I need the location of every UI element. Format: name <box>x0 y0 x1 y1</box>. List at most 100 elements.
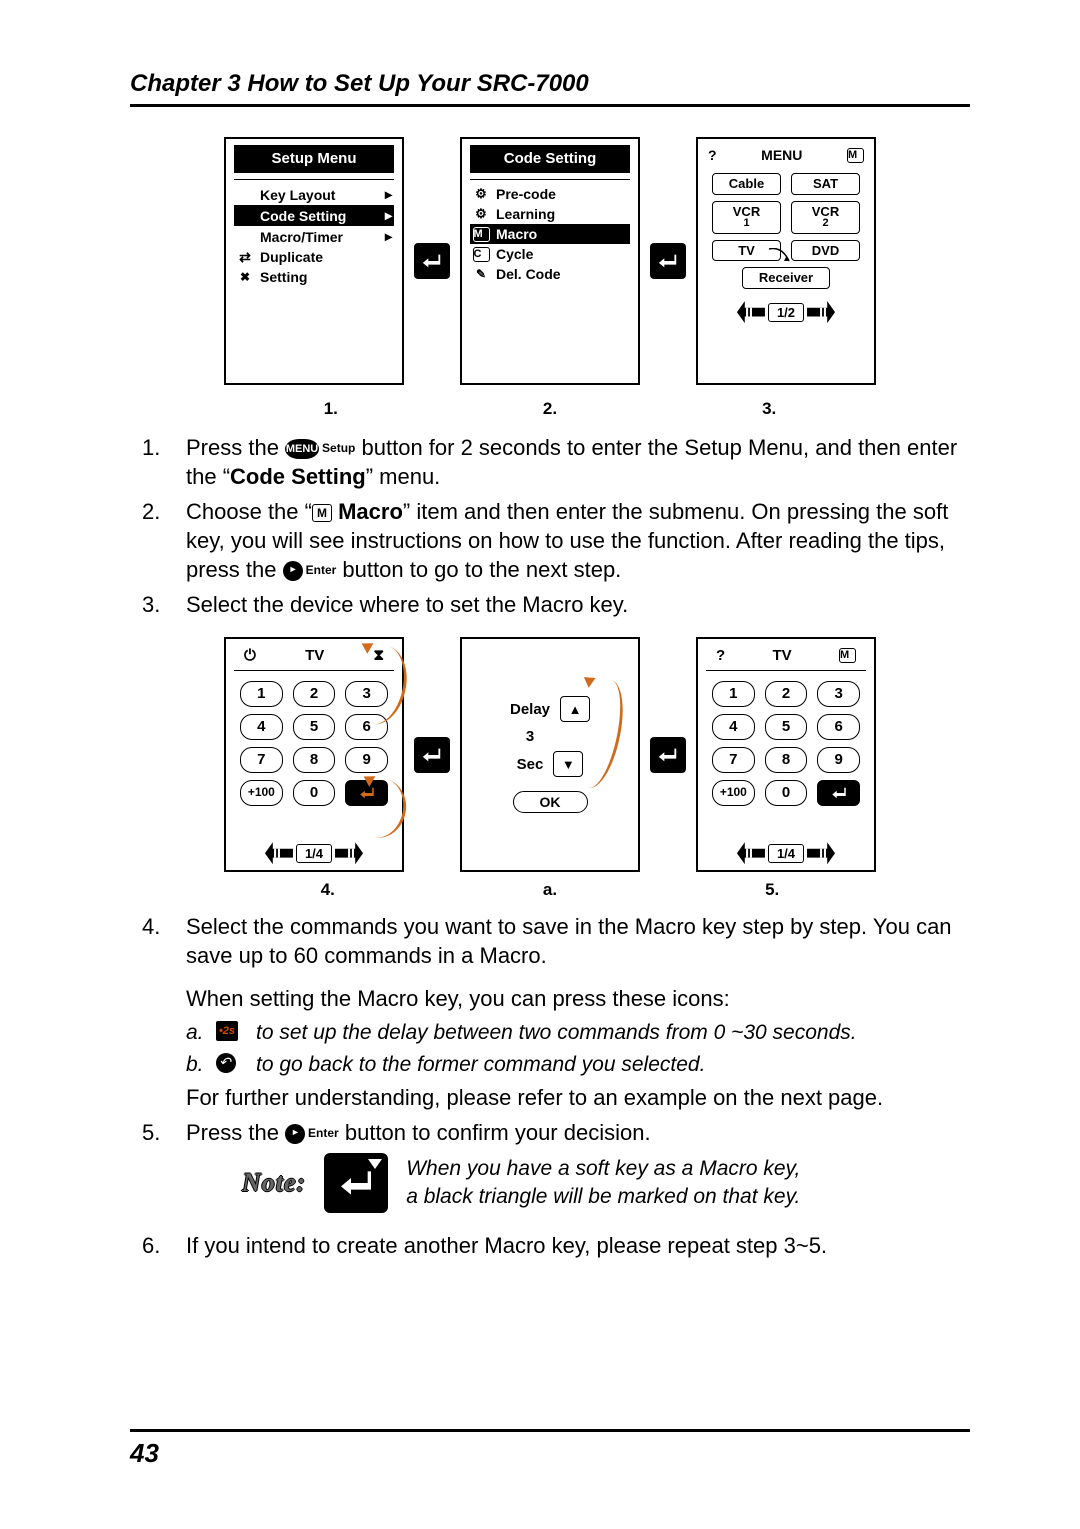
step-1: Press the MENU Setup button for 2 second… <box>142 433 970 491</box>
device-cable[interactable]: Cable <box>712 173 781 195</box>
label: Code Setting <box>260 208 379 224</box>
sec-label: Sec <box>517 756 544 773</box>
menu-item-duplicate[interactable]: Duplicate <box>234 247 394 267</box>
m-icon: M <box>472 227 490 242</box>
pager-right[interactable]: II <box>807 842 835 864</box>
duplicate-icon <box>236 249 254 265</box>
num-5[interactable]: 5 <box>293 714 336 740</box>
num-8[interactable]: 8 <box>765 747 808 773</box>
device-receiver[interactable]: Receiver <box>742 267 831 289</box>
help-icon[interactable] <box>716 647 725 664</box>
c-icon: C <box>472 247 490 262</box>
substeps: a. •2s to set up the delay between two c… <box>186 1019 970 1078</box>
menu-item-key-layout[interactable]: Key Layout <box>234 184 394 205</box>
ok-button[interactable]: OK <box>513 791 588 813</box>
screen-code-setting: Code Setting Pre-code Learning M Macro C… <box>460 137 640 385</box>
pager-indicator: 1/2 <box>768 303 804 322</box>
num-8[interactable]: 8 <box>293 747 336 773</box>
delay-key-icon: •2s <box>216 1021 238 1041</box>
num-7[interactable]: 7 <box>240 747 283 773</box>
menu-item-macro[interactable]: M Macro <box>470 224 630 244</box>
screen-header: Code Setting <box>470 145 630 173</box>
num-3[interactable]: 3 <box>817 681 860 707</box>
num-0[interactable]: 0 <box>293 780 336 806</box>
step-3: Select the device where to set the Macro… <box>142 590 970 619</box>
menu-item-cycle[interactable]: C Cycle <box>470 244 630 264</box>
step-5: Press the Enter button to confirm your d… <box>142 1118 970 1213</box>
substep-b: b. to go back to the former command you … <box>186 1051 970 1079</box>
num-7[interactable]: 7 <box>712 747 755 773</box>
num-1[interactable]: 1 <box>240 681 283 707</box>
num-2[interactable]: 2 <box>765 681 808 707</box>
chevron-right-icon <box>385 207 392 224</box>
enter-key-icon <box>650 737 686 773</box>
power-icon[interactable] <box>244 647 256 664</box>
pager-indicator: 1/4 <box>296 844 332 863</box>
steps-list: Press the MENU Setup button for 2 second… <box>142 433 970 619</box>
menu-item-del-code[interactable]: Del. Code <box>470 264 630 284</box>
m-icon[interactable]: M <box>839 648 856 663</box>
device-sat[interactable]: SAT <box>791 173 860 195</box>
num-plus100[interactable]: +100 <box>240 780 283 806</box>
menu-label: MENU <box>761 147 802 163</box>
menu-item-learning[interactable]: Learning <box>470 204 630 224</box>
enter-icon: Enter <box>283 561 337 581</box>
gear-icon <box>472 186 490 202</box>
note-block: Note: When you have a soft key as a Macr… <box>242 1153 970 1213</box>
pager-left[interactable]: II <box>737 301 765 323</box>
num-9[interactable]: 9 <box>817 747 860 773</box>
label-4: 4. <box>321 880 335 900</box>
pager-left[interactable]: II <box>265 842 293 864</box>
menu-item-setting[interactable]: Setting <box>234 267 394 287</box>
menu-item-code-setting[interactable]: Code Setting <box>234 205 394 226</box>
num-1[interactable]: 1 <box>712 681 755 707</box>
pager-right[interactable]: II <box>335 842 363 864</box>
pager-left[interactable]: II <box>737 842 765 864</box>
num-6[interactable]: 6 <box>817 714 860 740</box>
label: Macro <box>496 226 628 242</box>
menu-list: Pre-code Learning M Macro C Cycle Del. C… <box>470 179 630 383</box>
num-4[interactable]: 4 <box>712 714 755 740</box>
label: Pre-code <box>496 186 628 202</box>
back-icon <box>216 1053 236 1073</box>
m-icon[interactable]: M <box>847 148 864 163</box>
pager: II 1/4 II <box>698 836 874 870</box>
screen-top-bar: MENU M <box>698 139 874 167</box>
title: TV <box>773 647 792 664</box>
delay-label: Delay <box>510 701 550 718</box>
device-vcr2[interactable]: VCR2 <box>791 201 860 234</box>
select-arc-icon <box>768 248 790 262</box>
step-4: Select the commands you want to save in … <box>142 912 970 1112</box>
num-0[interactable]: 0 <box>765 780 808 806</box>
num-9[interactable]: 9 <box>345 747 388 773</box>
help-icon[interactable] <box>708 147 717 163</box>
screens-labels-mid: 4. a. 5. <box>130 880 970 900</box>
numpad: 1 2 3 4 5 6 7 8 9 +100 0 <box>698 671 874 836</box>
screen-numpad-5: TV M 1 2 3 4 5 6 7 8 9 +100 0 II <box>696 637 876 872</box>
enter-button[interactable] <box>817 780 860 806</box>
menu-list: Key Layout Code Setting Macro/Timer Dupl… <box>234 179 394 383</box>
num-2[interactable]: 2 <box>293 681 336 707</box>
label-a: a. <box>543 880 557 900</box>
triangle-marker-icon <box>368 1159 382 1169</box>
label: Duplicate <box>260 249 392 265</box>
device-vcr1[interactable]: VCR1 <box>712 201 781 234</box>
enter-icon: Enter <box>285 1124 339 1144</box>
num-5[interactable]: 5 <box>765 714 808 740</box>
gear-icon <box>472 206 490 222</box>
num-plus100[interactable]: +100 <box>712 780 755 806</box>
num-4[interactable]: 4 <box>240 714 283 740</box>
delay-value: 3 <box>509 728 551 745</box>
menu-item-precode[interactable]: Pre-code <box>470 184 630 204</box>
title: TV <box>305 647 324 664</box>
pager-right[interactable]: II <box>807 301 835 323</box>
screens-labels-top: 1. 2. 3. <box>130 399 970 419</box>
eraser-icon <box>472 266 490 282</box>
label-5: 5. <box>765 880 779 900</box>
label: Setting <box>260 269 392 285</box>
device-dvd[interactable]: DVD <box>791 240 860 262</box>
screen-numpad-4: TV 1 2 3 4 5 6 7 8 9 +100 0 II <box>224 637 404 872</box>
pager: II 1/4 II <box>226 836 402 870</box>
device-tv[interactable]: TV <box>712 240 781 262</box>
menu-item-macro-timer[interactable]: Macro/Timer <box>234 226 394 247</box>
